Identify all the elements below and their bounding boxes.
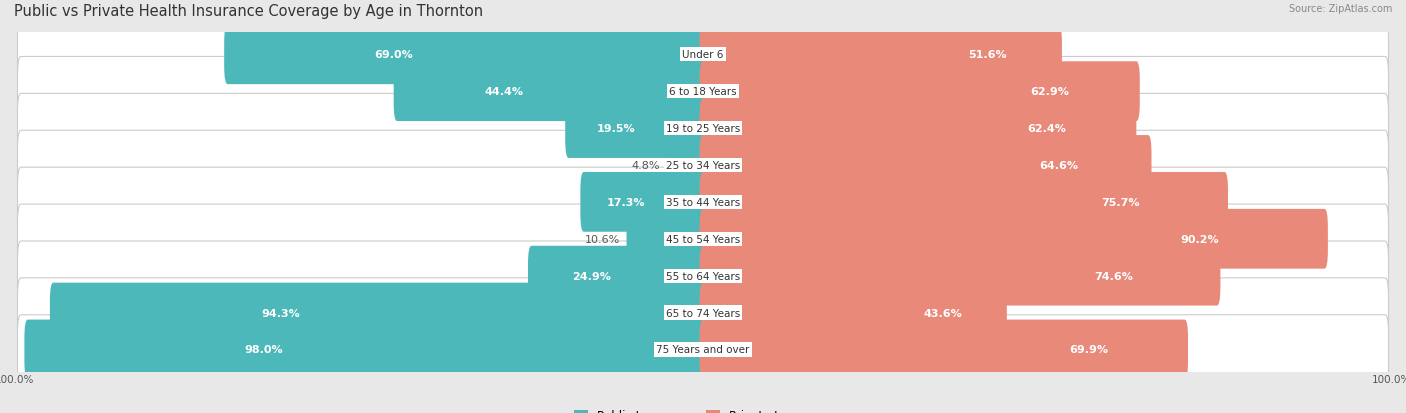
FancyBboxPatch shape bbox=[17, 131, 1389, 200]
FancyBboxPatch shape bbox=[529, 246, 706, 306]
FancyBboxPatch shape bbox=[666, 136, 706, 195]
FancyBboxPatch shape bbox=[700, 173, 1227, 232]
Text: 55 to 64 Years: 55 to 64 Years bbox=[666, 271, 740, 281]
Text: 19 to 25 Years: 19 to 25 Years bbox=[666, 124, 740, 134]
Legend: Public Insurance, Private Insurance: Public Insurance, Private Insurance bbox=[569, 404, 837, 413]
Text: 98.0%: 98.0% bbox=[245, 344, 284, 355]
Text: 94.3%: 94.3% bbox=[262, 308, 299, 318]
Text: 4.8%: 4.8% bbox=[631, 161, 659, 171]
Text: 44.4%: 44.4% bbox=[485, 87, 523, 97]
FancyBboxPatch shape bbox=[700, 136, 1152, 195]
FancyBboxPatch shape bbox=[17, 168, 1389, 237]
FancyBboxPatch shape bbox=[17, 94, 1389, 164]
Text: 10.6%: 10.6% bbox=[585, 234, 620, 244]
FancyBboxPatch shape bbox=[394, 62, 706, 122]
FancyBboxPatch shape bbox=[24, 320, 706, 380]
FancyBboxPatch shape bbox=[700, 283, 1007, 343]
FancyBboxPatch shape bbox=[17, 57, 1389, 126]
Text: 69.0%: 69.0% bbox=[374, 50, 413, 60]
Text: 90.2%: 90.2% bbox=[1181, 234, 1219, 244]
FancyBboxPatch shape bbox=[700, 209, 1327, 269]
FancyBboxPatch shape bbox=[700, 62, 1140, 122]
Text: 43.6%: 43.6% bbox=[924, 308, 963, 318]
Text: 25 to 34 Years: 25 to 34 Years bbox=[666, 161, 740, 171]
Text: 51.6%: 51.6% bbox=[969, 50, 1007, 60]
Text: Source: ZipAtlas.com: Source: ZipAtlas.com bbox=[1288, 4, 1392, 14]
Text: 75 Years and over: 75 Years and over bbox=[657, 344, 749, 355]
FancyBboxPatch shape bbox=[17, 21, 1389, 90]
Text: 17.3%: 17.3% bbox=[606, 197, 645, 207]
FancyBboxPatch shape bbox=[17, 278, 1389, 347]
FancyBboxPatch shape bbox=[565, 99, 706, 159]
Text: 74.6%: 74.6% bbox=[1095, 271, 1133, 281]
Text: 35 to 44 Years: 35 to 44 Years bbox=[666, 197, 740, 207]
FancyBboxPatch shape bbox=[224, 25, 706, 85]
FancyBboxPatch shape bbox=[700, 320, 1188, 380]
Text: 64.6%: 64.6% bbox=[1039, 161, 1078, 171]
Text: Public vs Private Health Insurance Coverage by Age in Thornton: Public vs Private Health Insurance Cover… bbox=[14, 4, 484, 19]
FancyBboxPatch shape bbox=[17, 315, 1389, 384]
Text: 62.4%: 62.4% bbox=[1028, 124, 1066, 134]
FancyBboxPatch shape bbox=[700, 246, 1220, 306]
FancyBboxPatch shape bbox=[17, 204, 1389, 274]
Text: 75.7%: 75.7% bbox=[1101, 197, 1139, 207]
Text: 65 to 74 Years: 65 to 74 Years bbox=[666, 308, 740, 318]
FancyBboxPatch shape bbox=[581, 173, 706, 232]
Text: 69.9%: 69.9% bbox=[1069, 344, 1108, 355]
Text: 62.9%: 62.9% bbox=[1031, 87, 1069, 97]
Text: 24.9%: 24.9% bbox=[572, 271, 612, 281]
FancyBboxPatch shape bbox=[627, 209, 706, 269]
FancyBboxPatch shape bbox=[49, 283, 706, 343]
Text: 45 to 54 Years: 45 to 54 Years bbox=[666, 234, 740, 244]
FancyBboxPatch shape bbox=[700, 25, 1062, 85]
Text: 19.5%: 19.5% bbox=[596, 124, 636, 134]
Text: Under 6: Under 6 bbox=[682, 50, 724, 60]
FancyBboxPatch shape bbox=[700, 99, 1136, 159]
Text: 6 to 18 Years: 6 to 18 Years bbox=[669, 87, 737, 97]
FancyBboxPatch shape bbox=[17, 241, 1389, 311]
